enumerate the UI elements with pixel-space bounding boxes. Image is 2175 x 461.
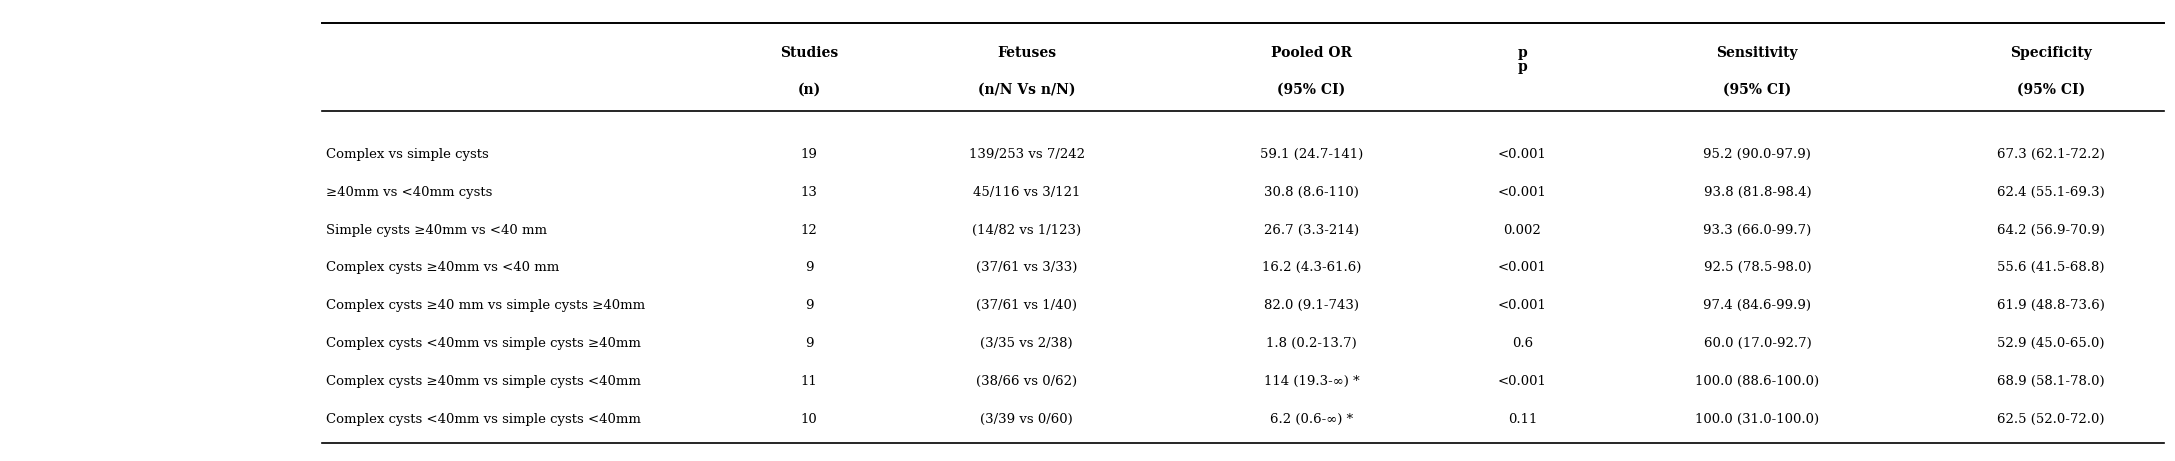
Text: 95.2 (90.0-97.9): 95.2 (90.0-97.9) — [1703, 148, 1812, 161]
Text: (95% CI): (95% CI) — [2016, 83, 2086, 97]
Text: Complex cysts <40mm vs simple cysts <40mm: Complex cysts <40mm vs simple cysts <40m… — [326, 413, 642, 426]
Text: Studies: Studies — [781, 46, 837, 60]
Text: 0.11: 0.11 — [1507, 413, 1538, 426]
Text: <0.001: <0.001 — [1499, 186, 1546, 199]
Text: 9: 9 — [805, 299, 813, 312]
Text: 97.4 (84.6-99.9): 97.4 (84.6-99.9) — [1703, 299, 1812, 312]
Text: 60.0 (17.0-92.7): 60.0 (17.0-92.7) — [1703, 337, 1812, 350]
Text: (95% CI): (95% CI) — [1723, 83, 1792, 97]
Text: (n): (n) — [798, 83, 820, 97]
Text: 100.0 (88.6-100.0): 100.0 (88.6-100.0) — [1694, 375, 1820, 388]
Text: Pooled OR: Pooled OR — [1270, 46, 1353, 60]
Text: 1.8 (0.2-13.7): 1.8 (0.2-13.7) — [1266, 337, 1357, 350]
Text: 93.8 (81.8-98.4): 93.8 (81.8-98.4) — [1703, 186, 1812, 199]
Text: 92.5 (78.5-98.0): 92.5 (78.5-98.0) — [1703, 261, 1812, 274]
Text: (37/61 vs 3/33): (37/61 vs 3/33) — [977, 261, 1077, 274]
Text: Specificity: Specificity — [2010, 46, 2092, 60]
Text: 45/116 vs 3/121: 45/116 vs 3/121 — [972, 186, 1081, 199]
Text: 12: 12 — [800, 224, 818, 236]
Text: <0.001: <0.001 — [1499, 375, 1546, 388]
Text: <0.001: <0.001 — [1499, 261, 1546, 274]
Text: 0.6: 0.6 — [1512, 337, 1533, 350]
Text: 93.3 (66.0-99.7): 93.3 (66.0-99.7) — [1703, 224, 1812, 236]
Text: 9: 9 — [805, 337, 813, 350]
Text: 67.3 (62.1-72.2): 67.3 (62.1-72.2) — [1997, 148, 2105, 161]
Text: 6.2 (0.6-∞) *: 6.2 (0.6-∞) * — [1270, 413, 1353, 426]
Text: Complex cysts ≥40 mm vs simple cysts ≥40mm: Complex cysts ≥40 mm vs simple cysts ≥40… — [326, 299, 646, 312]
Text: 26.7 (3.3-214): 26.7 (3.3-214) — [1264, 224, 1359, 236]
Text: (95% CI): (95% CI) — [1277, 83, 1346, 97]
Text: ≥40mm vs <40mm cysts: ≥40mm vs <40mm cysts — [326, 186, 492, 199]
Text: Simple cysts ≥40mm vs <40 mm: Simple cysts ≥40mm vs <40 mm — [326, 224, 548, 236]
Text: (14/82 vs 1/123): (14/82 vs 1/123) — [972, 224, 1081, 236]
Text: 68.9 (58.1-78.0): 68.9 (58.1-78.0) — [1997, 375, 2105, 388]
Text: <0.001: <0.001 — [1499, 148, 1546, 161]
Text: 30.8 (8.6-110): 30.8 (8.6-110) — [1264, 186, 1359, 199]
Text: 114 (19.3-∞) *: 114 (19.3-∞) * — [1264, 375, 1359, 388]
Text: 64.2 (56.9-70.9): 64.2 (56.9-70.9) — [1997, 224, 2105, 236]
Text: Complex cysts <40mm vs simple cysts ≥40mm: Complex cysts <40mm vs simple cysts ≥40m… — [326, 337, 642, 350]
Text: Complex cysts ≥40mm vs simple cysts <40mm: Complex cysts ≥40mm vs simple cysts <40m… — [326, 375, 642, 388]
Text: <0.001: <0.001 — [1499, 299, 1546, 312]
Text: (37/61 vs 1/40): (37/61 vs 1/40) — [977, 299, 1077, 312]
Text: 61.9 (48.8-73.6): 61.9 (48.8-73.6) — [1997, 299, 2105, 312]
Text: 59.1 (24.7-141): 59.1 (24.7-141) — [1259, 148, 1364, 161]
Text: 16.2 (4.3-61.6): 16.2 (4.3-61.6) — [1262, 261, 1362, 274]
Text: 100.0 (31.0-100.0): 100.0 (31.0-100.0) — [1694, 413, 1820, 426]
Text: p: p — [1518, 60, 1527, 74]
Text: (n/N Vs n/N): (n/N Vs n/N) — [979, 83, 1074, 97]
Text: 9: 9 — [805, 261, 813, 274]
Text: 19: 19 — [800, 148, 818, 161]
Text: (3/39 vs 0/60): (3/39 vs 0/60) — [981, 413, 1072, 426]
Text: Complex vs simple cysts: Complex vs simple cysts — [326, 148, 489, 161]
Text: Fetuses: Fetuses — [996, 46, 1057, 60]
Text: 139/253 vs 7/242: 139/253 vs 7/242 — [968, 148, 1085, 161]
Text: (3/35 vs 2/38): (3/35 vs 2/38) — [981, 337, 1072, 350]
Text: 62.4 (55.1-69.3): 62.4 (55.1-69.3) — [1997, 186, 2105, 199]
Text: 52.9 (45.0-65.0): 52.9 (45.0-65.0) — [1997, 337, 2105, 350]
Text: 10: 10 — [800, 413, 818, 426]
Text: p: p — [1518, 46, 1527, 60]
Text: 13: 13 — [800, 186, 818, 199]
Text: (38/66 vs 0/62): (38/66 vs 0/62) — [977, 375, 1077, 388]
Text: 82.0 (9.1-743): 82.0 (9.1-743) — [1264, 299, 1359, 312]
Text: 0.002: 0.002 — [1503, 224, 1542, 236]
Text: Sensitivity: Sensitivity — [1716, 46, 1799, 60]
Text: 55.6 (41.5-68.8): 55.6 (41.5-68.8) — [1997, 261, 2105, 274]
Text: 11: 11 — [800, 375, 818, 388]
Text: 62.5 (52.0-72.0): 62.5 (52.0-72.0) — [1997, 413, 2105, 426]
Text: Complex cysts ≥40mm vs <40 mm: Complex cysts ≥40mm vs <40 mm — [326, 261, 559, 274]
